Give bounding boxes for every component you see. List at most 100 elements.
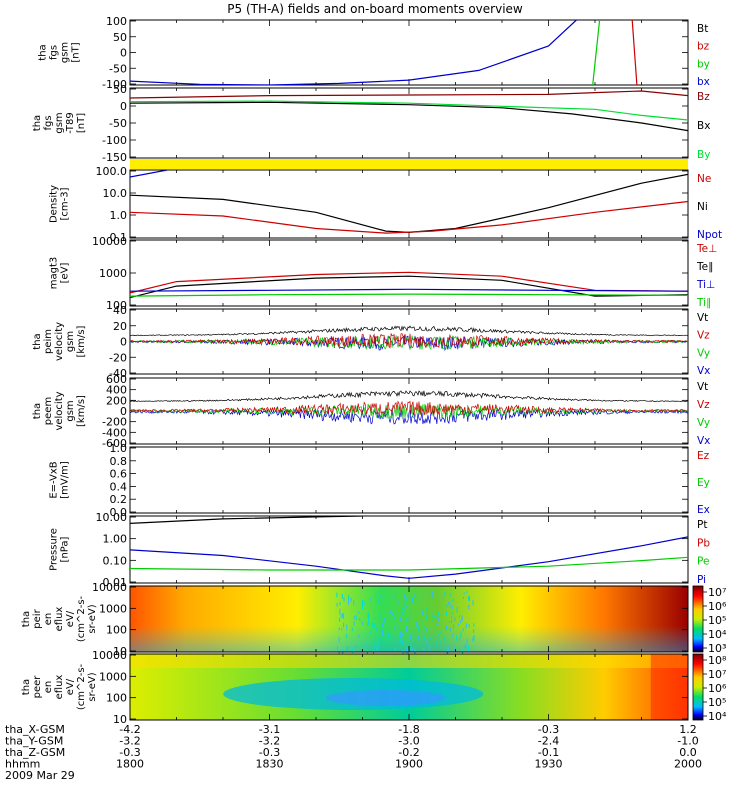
spectrogram-speckle: [402, 641, 404, 646]
spectrogram-speckle: [378, 638, 380, 644]
spectrogram-speckle: [473, 623, 475, 627]
spectrogram-speckle: [381, 629, 383, 636]
y-axis-label: peem: [43, 397, 54, 425]
x-axis-value: -0.1: [538, 746, 559, 759]
colorbar-label: 10⁸: [708, 654, 727, 667]
y-tick-label: -20: [109, 351, 127, 364]
yellow-bar: [130, 159, 688, 169]
series-Pe: [130, 556, 688, 571]
spectrogram-speckle: [458, 623, 460, 626]
spectrogram-speckle: [351, 627, 353, 632]
series-Pt: [130, 516, 363, 524]
spectrogram-speckle: [466, 638, 468, 644]
spectrogram-speckle: [405, 641, 407, 646]
spectrogram-speckle: [343, 613, 345, 619]
y-tick-label: 0: [120, 100, 127, 113]
y-tick-label: 1000: [99, 267, 127, 280]
x-axis-value: 1930: [535, 758, 563, 771]
spectrogram-speckle: [394, 647, 396, 652]
spectrogram-speckle: [401, 611, 403, 616]
y-tick-label: 100: [106, 15, 127, 28]
spectrogram-speckle: [401, 607, 403, 610]
y-tick-label: -600: [102, 437, 127, 450]
spectrogram-speckle: [411, 647, 413, 652]
y-tick-label: -100: [102, 78, 127, 91]
spectrogram-speckle: [340, 614, 342, 618]
spectrogram-speckle: [426, 640, 428, 645]
colorbar-label: 10⁵: [708, 614, 726, 627]
spectrogram-speckle: [346, 624, 348, 631]
legend-Te∥: Te∥: [696, 261, 713, 273]
spectrogram-speckle: [446, 624, 448, 631]
spectrogram-speckle: [472, 600, 474, 606]
velocity-trace: [130, 332, 688, 349]
spectrogram-speckle: [348, 594, 350, 600]
legend-Ni: Ni: [697, 201, 708, 213]
spectrogram-speckle: [449, 592, 451, 597]
spectrogram-speckle: [406, 617, 408, 621]
y-axis-label: tha: [32, 115, 43, 131]
spectrogram-speckle: [342, 612, 344, 619]
legend-Pe: Pe: [697, 556, 709, 568]
spectrogram-speckle: [343, 596, 345, 602]
legend-Vx: Vx: [697, 435, 710, 447]
spectrogram-speckle: [400, 637, 402, 644]
spectrogram-speckle: [418, 638, 420, 643]
spectrogram-speckle: [356, 645, 358, 649]
legend-Te⊥: Te⊥: [696, 243, 717, 255]
legend-Npot: Npot: [697, 229, 722, 241]
panel-fgs: 100 50 0 -50 -100 tha fgs gsm [nT] Bt bz by bx: [38, 15, 710, 91]
y-tick-label: 0.2: [110, 493, 128, 506]
spectrogram-speckle: [468, 624, 470, 628]
spectrogram-speckle: [353, 616, 355, 620]
panel-efield: 1.00.80.60.40.20.0 E=-VxB [mV/m] Ez Ey Ex: [49, 442, 710, 519]
y-axis-label: magt3: [49, 257, 60, 290]
spectrogram-speckle: [415, 620, 417, 627]
y-tick-label: 50: [113, 31, 127, 44]
spectrogram-speckle: [429, 646, 431, 652]
y-tick-label: -50: [109, 117, 127, 130]
y-axis-label: Pressure: [49, 528, 60, 571]
y-tick-label: 0.8: [110, 455, 128, 468]
colorbar-label: 10⁷: [708, 668, 726, 681]
legend-Ne: Ne: [697, 173, 711, 185]
spectrogram-speckle: [408, 618, 410, 623]
spectrogram-speckle: [445, 626, 447, 629]
y-tick-label: -100: [102, 134, 127, 147]
spectrogram-speckle: [371, 622, 373, 627]
spectrogram-speckle: [404, 620, 406, 624]
spectrogram-speckle: [424, 636, 426, 641]
y-tick-label: 1000: [99, 670, 127, 683]
y-axis-label: tha: [21, 679, 32, 695]
y-tick-label: 0: [120, 47, 127, 60]
spectrogram-speckle: [461, 618, 463, 621]
x-axis-value: -1.0: [677, 735, 698, 748]
y-tick-label: 100: [106, 692, 127, 705]
spectrogram-speckle: [439, 631, 441, 634]
y-axis-label: [eV]: [60, 263, 71, 284]
y-axis-label: [cm-3]: [60, 187, 71, 220]
series-by: [592, 20, 601, 85]
spectrogram-speckle: [398, 600, 400, 605]
y-axis-label: tha: [38, 44, 49, 60]
y-axis-label: en: [43, 613, 54, 626]
spectrogram-speckle: [453, 645, 455, 649]
spectrogram-speckle: [376, 626, 378, 631]
spectrogram-speckle: [373, 645, 375, 649]
spectrogram-speckle: [352, 648, 354, 653]
spectrogram-core-inner: [325, 690, 446, 706]
legend-By: By: [697, 149, 710, 161]
y-tick-label: 0.4: [110, 480, 128, 493]
spectrogram-speckle: [407, 649, 409, 656]
spectrogram-speckle: [409, 633, 411, 640]
x-axis-value: 1830: [256, 758, 284, 771]
panel-data: [130, 90, 688, 132]
spectrogram-speckle: [438, 633, 440, 636]
spectrogram-speckle: [469, 596, 471, 602]
spectrogram-speckle: [466, 591, 468, 594]
spectrogram-speckle: [442, 595, 444, 599]
y-axis-label: peer: [32, 675, 43, 699]
x-axis-value: 2000: [674, 758, 702, 771]
spectrogram-speckle: [411, 597, 413, 603]
